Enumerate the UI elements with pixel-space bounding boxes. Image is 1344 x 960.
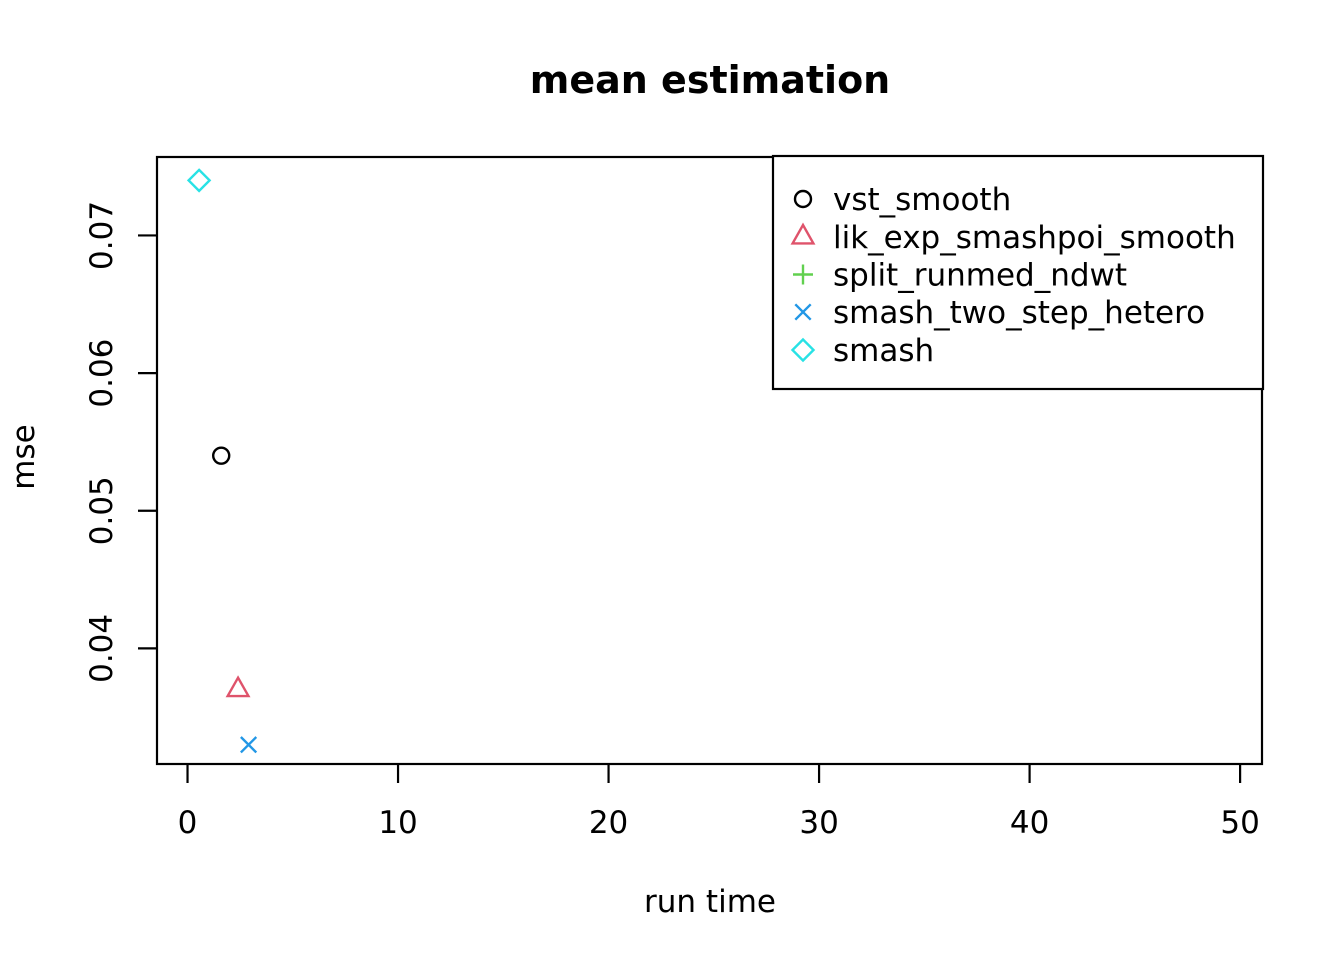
x-tick-label: 30 [799,805,838,841]
legend-entry: smash [790,333,934,369]
triangle-marker-shape [790,222,816,245]
x-tick-label: 40 [1010,805,1049,841]
data-point-lik_exp_smashpoi_smooth [225,675,251,698]
y-tick-label: 0.07 [84,201,120,270]
legend-label: split_runmed_ndwt [833,258,1127,294]
y-tick-label: 0.06 [84,339,120,408]
legend-entry: vst_smooth [793,182,1011,218]
plus-legend-marker-icon [793,264,813,285]
chart-title: mean estimation [530,58,890,102]
diamond-marker-shape [790,337,816,363]
axes-layer: 0 10 20 30 40 50 0.04 0.05 0.06 0.07 [84,155,1264,841]
plus-marker-shape [793,264,813,285]
circle-marker-shape [212,446,231,465]
legend-entry: smash_two_step_hetero [794,295,1205,331]
x-tick-label: 50 [1220,805,1259,841]
legend-label: smash_two_step_hetero [833,295,1205,331]
x-tick-label: 10 [378,805,417,841]
x-tick-label: 20 [589,805,628,841]
x-axis-label: run time [644,884,776,920]
x-marker-shape [794,303,812,321]
triangle-legend-marker-icon [790,222,816,245]
plot-border [155,155,1264,766]
x-tick-label: 0 [178,805,198,841]
triangle-marker-shape [225,675,251,698]
legend-entry: split_runmed_ndwt [793,258,1127,294]
diamond-legend-marker-icon [790,337,816,363]
legend-box [771,154,1265,391]
data-point-smash [186,168,212,193]
y-tick-label: 0.05 [84,476,120,545]
legend-label: lik_exp_smashpoi_smooth [833,220,1236,256]
x-marker-shape [240,736,258,754]
y-tick-label: 0.04 [84,614,120,683]
circle-legend-marker-icon [793,189,813,209]
legend-entry: lik_exp_smashpoi_smooth [790,220,1236,256]
legend-label: vst_smooth [833,182,1011,218]
legend-layer: vst_smoothlik_exp_smashpoi_smoothsplit_r… [771,154,1265,391]
data-point-vst_smooth [212,446,231,465]
points-layer [186,168,258,754]
y-axis-label: mse [6,424,42,489]
data-point-smash_two_step_hetero [240,736,258,754]
x-legend-marker-icon [794,303,812,321]
diamond-marker-shape [186,168,212,193]
circle-marker-shape [793,189,813,209]
legend-label: smash [833,333,934,369]
